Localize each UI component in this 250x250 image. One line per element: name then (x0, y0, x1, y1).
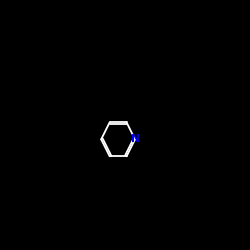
Text: N: N (131, 134, 140, 144)
